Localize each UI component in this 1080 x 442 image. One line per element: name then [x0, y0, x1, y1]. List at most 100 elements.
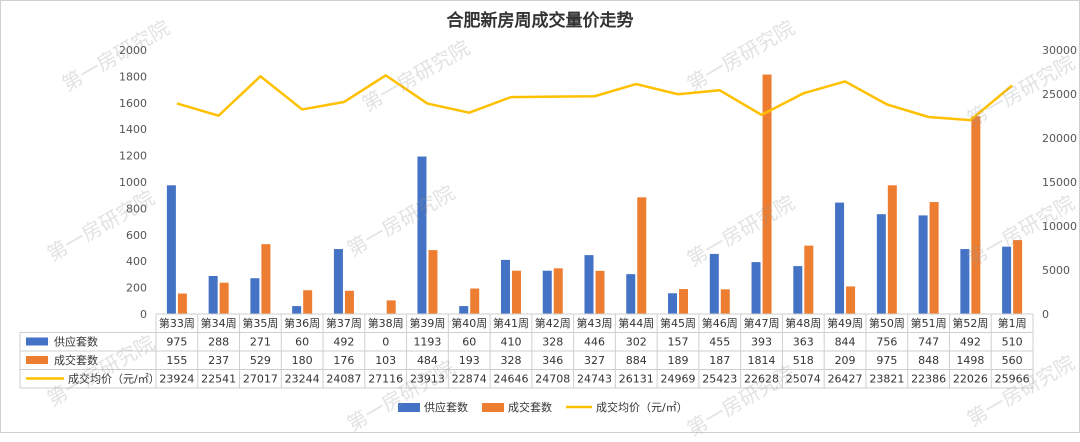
left-axis-tick: 200 — [126, 282, 147, 295]
table-value: 975 — [166, 336, 187, 349]
table-legend-key — [26, 356, 48, 364]
table-value: 209 — [835, 354, 856, 367]
table-value: 328 — [542, 336, 563, 349]
table-value: 518 — [793, 354, 814, 367]
legend-label: 成交套数 — [508, 400, 552, 414]
table-value: 492 — [333, 336, 354, 349]
table-value: 23244 — [285, 373, 320, 386]
table-value: 23821 — [869, 373, 904, 386]
sales-bar — [846, 286, 856, 314]
sales-bar — [887, 185, 897, 314]
right-axis-tick: 25000 — [1042, 88, 1077, 101]
category-label: 第34周 — [201, 316, 237, 330]
table-value: 157 — [668, 336, 689, 349]
table-legend-key — [26, 337, 48, 346]
sales-bar — [637, 197, 647, 314]
category-label: 第1周 — [998, 316, 1027, 330]
table-value: 0 — [382, 336, 389, 349]
supply-bar — [793, 266, 803, 314]
table-value: 884 — [626, 354, 647, 367]
left-axis-tick: 1800 — [119, 70, 147, 83]
sales-bar — [511, 270, 521, 314]
category-label: 第33周 — [159, 316, 195, 330]
table-value: 24087 — [326, 373, 361, 386]
table-value: 176 — [333, 354, 354, 367]
supply-bar — [918, 215, 928, 314]
category-label: 第46周 — [702, 316, 738, 330]
category-label: 第37周 — [326, 316, 362, 330]
supply-bar — [333, 249, 343, 314]
category-label: 第43周 — [577, 316, 613, 330]
table-value: 484 — [417, 354, 438, 367]
table-value: 25966 — [995, 373, 1030, 386]
table-row-header: 成交套数 — [54, 353, 98, 367]
table-value: 25074 — [786, 373, 821, 386]
category-label: 第50周 — [869, 316, 905, 330]
legend-label: 成交均价（元/㎡） — [596, 400, 688, 414]
sales-bar — [1013, 240, 1023, 314]
table-row-header: 供应套数 — [54, 335, 98, 349]
sales-bar — [679, 289, 689, 314]
table-row-header: 成交均价（元/㎡） — [68, 372, 160, 386]
table-value: 23924 — [159, 373, 194, 386]
sales-bar — [929, 202, 939, 314]
right-axis-tick: 15000 — [1042, 176, 1077, 189]
category-label: 第44周 — [618, 316, 654, 330]
category-label: 第51周 — [911, 316, 947, 330]
table-value: 24743 — [577, 373, 612, 386]
left-axis-tick: 400 — [126, 255, 147, 268]
table-value: 25423 — [702, 373, 737, 386]
table-value: 529 — [250, 354, 271, 367]
sales-bar — [470, 288, 480, 314]
left-axis-tick: 600 — [126, 229, 147, 242]
table-value: 410 — [500, 336, 521, 349]
supply-bar — [250, 278, 260, 314]
supply-bar — [292, 306, 302, 314]
supply-bar — [668, 293, 678, 314]
sales-bar — [720, 289, 730, 314]
table-value: 560 — [1002, 354, 1023, 367]
table-value: 26427 — [828, 373, 863, 386]
category-label: 第47周 — [744, 316, 780, 330]
supply-bar — [960, 249, 970, 314]
table-value: 271 — [250, 336, 271, 349]
table-value: 346 — [542, 354, 563, 367]
table-value: 1498 — [956, 354, 984, 367]
left-axis-tick: 1400 — [119, 123, 147, 136]
table-value: 747 — [918, 336, 939, 349]
chart-title: 合肥新房周成交量价走势 — [446, 11, 634, 31]
supply-bar — [584, 255, 594, 314]
legend-key — [398, 403, 420, 412]
table-value: 393 — [751, 336, 772, 349]
table-value: 155 — [166, 354, 187, 367]
category-label: 第49周 — [827, 316, 863, 330]
sales-bar — [428, 250, 438, 314]
right-axis-tick: 0 — [1042, 308, 1049, 321]
table-value: 288 — [208, 336, 229, 349]
legend-key — [482, 403, 504, 412]
price-line — [176, 74, 1013, 122]
chart-svg: 0200400600800100012001400160018002000050… — [19, 44, 1077, 414]
table-value: 237 — [208, 354, 229, 367]
left-axis-tick: 0 — [140, 308, 147, 321]
category-label: 第41周 — [493, 316, 529, 330]
supply-bar — [751, 262, 761, 314]
supply-bar — [835, 202, 845, 314]
supply-bar — [459, 306, 469, 314]
sales-bar — [553, 268, 563, 314]
table-value: 189 — [668, 354, 689, 367]
table-value: 446 — [584, 336, 605, 349]
table-value: 1193 — [413, 336, 441, 349]
sales-bar — [219, 282, 229, 314]
category-label: 第35周 — [242, 316, 278, 330]
table-value: 1814 — [748, 354, 776, 367]
left-axis-tick: 1200 — [119, 150, 147, 163]
table-value: 60 — [462, 336, 476, 349]
right-axis-tick: 30000 — [1042, 44, 1077, 57]
table-value: 848 — [918, 354, 939, 367]
table-value: 193 — [459, 354, 480, 367]
supply-bar — [542, 270, 552, 314]
table-value: 27017 — [243, 373, 278, 386]
left-axis-tick: 1600 — [119, 97, 147, 110]
right-axis-tick: 20000 — [1042, 132, 1077, 145]
